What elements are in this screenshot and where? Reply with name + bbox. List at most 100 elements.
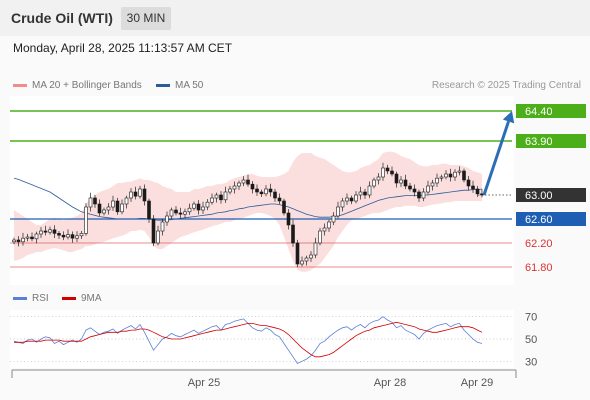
legend-rsi: RSI [13,293,49,304]
candle-body [426,185,430,193]
candle-body [412,188,417,193]
legend-ma20-bollinger: MA 20 + Bollinger Bands [13,80,142,91]
candle-body [313,242,318,256]
candle-body [390,170,394,175]
level-label: 61.80 [525,262,553,274]
x-axis-label: Apr 25 [188,377,220,389]
bollinger-band [14,151,482,272]
ma50-line [13,177,483,221]
candle-body [66,234,70,238]
candle-body [151,218,156,244]
candle-body [133,191,138,197]
candle-body [61,234,66,238]
candle-body [52,229,57,234]
rsi-9ma-line [14,321,483,358]
timeframe-badge[interactable]: 30 MIN [121,7,171,30]
candle-body [282,200,286,214]
candle-body [435,177,439,184]
candle-body [106,206,111,211]
candle-body [358,191,363,196]
candle-body [187,207,192,213]
candle-body [318,230,322,244]
candle-body [223,191,228,201]
candle-body [210,197,214,203]
candle-body [124,197,129,205]
candle-body [322,227,327,232]
candle-body [453,171,457,178]
candle-body [84,206,88,234]
candle-body [399,179,403,184]
candle-body [345,197,349,202]
level-tag [516,104,586,118]
candle-body [34,233,39,240]
candle-body [30,236,34,240]
candle-body [331,215,336,223]
candle-body [394,173,399,184]
candle-body [205,201,210,208]
candle-body [376,176,381,181]
candle-body [147,200,151,220]
candle-body [354,194,358,202]
legend-swatch [13,83,27,87]
candle-body [97,203,102,214]
candle-body [475,188,480,195]
level-tag [516,188,586,202]
rsi-tick-label: 70 [525,312,537,324]
x-axis-label: Apr 29 [461,377,493,389]
candle-body [219,194,223,201]
legend-label: 9MA [81,293,102,304]
candle-body [48,229,52,233]
candle-body [255,188,259,193]
candle-body [79,233,84,237]
candle-body [372,179,376,187]
legend-label: MA 20 + Bollinger Bands [32,80,142,91]
candle-body [156,230,160,244]
candle-body [70,234,75,239]
legend-swatch [156,83,170,87]
candle-body [268,188,273,193]
candle-body [196,203,201,211]
level-label: 64.40 [525,106,553,118]
candle-body [264,188,268,195]
candle-body [300,260,304,265]
x-axis-label: Apr 28 [374,377,406,389]
instrument-title: Crude Oil (WTI) [11,10,113,26]
level-label: 63.00 [525,190,553,202]
candle-body [232,185,237,190]
candle-body [430,182,435,187]
candle-body [169,209,174,217]
candle-body [457,170,462,173]
candle-body [462,170,466,181]
candle-body [439,176,444,179]
credit-text: Research © 2025 Trading Central [431,80,581,91]
candle-body [295,242,300,265]
candle-body [327,221,331,229]
candle-body [102,209,106,214]
timestamp: Monday, April 28, 2025 11:13:57 AM CET [13,41,233,55]
rsi-tick-label: 30 [525,356,537,368]
legend-label: RSI [32,293,49,304]
candle-body [381,167,385,178]
candle-body [421,191,426,199]
candle-body [336,206,340,217]
candle-body [183,211,187,215]
level-label: 63.90 [525,136,553,148]
candle-body [228,188,232,193]
candle-body [57,233,61,236]
candle-body [165,215,169,223]
level-tag [516,134,586,148]
candle-body [39,230,43,235]
legend-swatch [13,296,27,300]
candle-body [309,254,313,259]
candle-body [25,236,30,239]
candle-body [277,197,282,202]
candle-body [43,230,48,233]
candle-body [201,206,205,211]
candle-body [273,191,277,199]
candle-body [75,235,79,239]
candle-body [12,239,16,243]
candle-body [250,183,255,190]
projection-arrow [482,120,510,196]
